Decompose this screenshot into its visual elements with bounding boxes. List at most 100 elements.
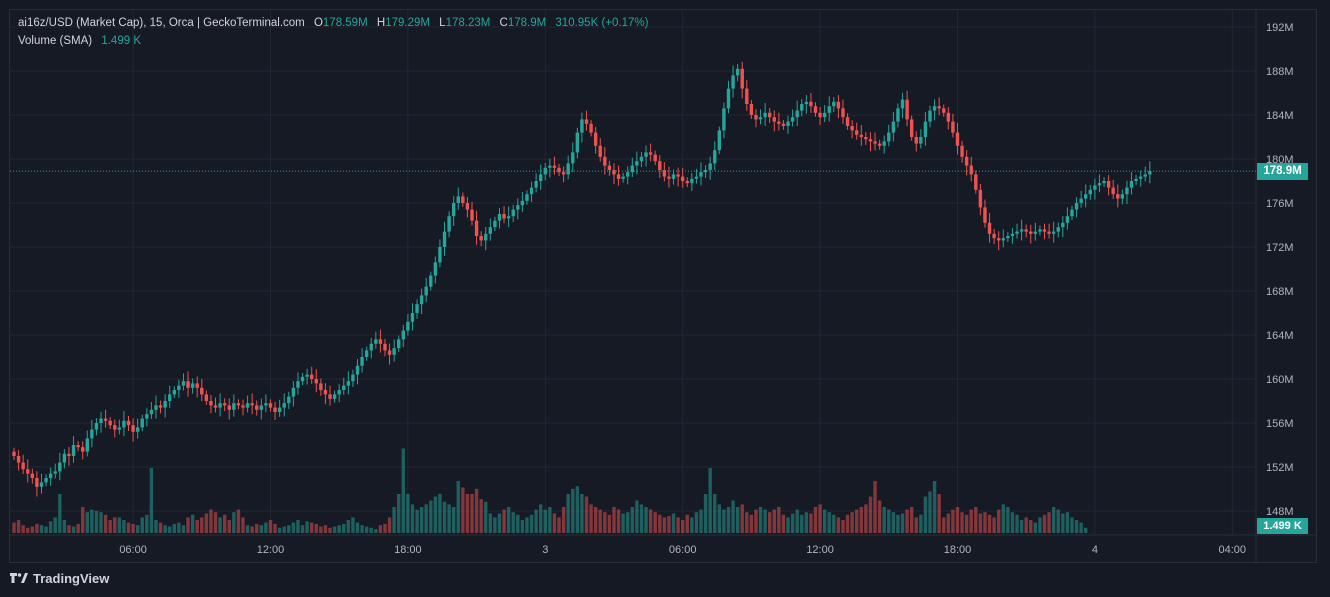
volume-bar — [351, 517, 355, 533]
volume-bar — [964, 514, 969, 533]
candle-body — [946, 112, 951, 122]
volume-bar — [433, 496, 438, 533]
volume-bar — [163, 525, 167, 533]
candle-body — [168, 394, 172, 401]
candle-body — [667, 176, 671, 179]
candle-body — [978, 189, 983, 208]
volume-bar — [227, 520, 231, 533]
y-tick-label: 156M — [1266, 418, 1294, 430]
volume-bar — [364, 526, 369, 533]
volume-bar — [543, 509, 547, 533]
volume-bar — [85, 512, 89, 533]
candle-body — [630, 165, 634, 173]
candle-body — [213, 405, 218, 408]
volume-bar — [222, 514, 227, 533]
volume-bar — [177, 522, 181, 533]
volume-bar — [754, 509, 758, 533]
volume-bar — [699, 509, 703, 533]
volume-bar — [552, 513, 557, 533]
candle-body — [557, 167, 561, 173]
volume-bar — [305, 521, 309, 533]
candle-body — [1042, 229, 1047, 232]
candle-body — [777, 121, 781, 124]
volume-bar — [772, 509, 776, 533]
chart-frame[interactable] — [9, 9, 1317, 563]
volume-bar — [319, 526, 323, 533]
volume-bar — [653, 512, 657, 533]
volume-bar — [456, 481, 460, 533]
candle-body — [1148, 171, 1152, 175]
candle-body — [291, 387, 296, 397]
volume-bar — [145, 514, 149, 533]
volume-bar — [758, 507, 763, 533]
open-key: O — [313, 17, 323, 29]
candle-body — [1051, 231, 1056, 234]
volume-bar — [461, 487, 465, 533]
candle-body — [735, 68, 740, 76]
candle-body — [76, 445, 80, 448]
candle-body — [355, 365, 360, 375]
volume-bar — [140, 517, 144, 533]
volume-bar — [117, 517, 122, 533]
volume-bar — [1061, 513, 1065, 533]
candle-body — [800, 104, 804, 111]
volume-bar — [511, 512, 515, 533]
volume-bar — [323, 525, 328, 533]
tradingview-logo[interactable]: TradingView — [10, 571, 109, 586]
candle-body — [190, 383, 195, 388]
candle-body — [135, 427, 140, 432]
volume-bar — [21, 525, 25, 533]
volume-bar — [644, 507, 648, 533]
volume-bar — [1084, 527, 1088, 533]
volume-bar — [923, 496, 928, 533]
candle-body — [607, 165, 612, 170]
close-key: C — [499, 17, 508, 29]
candle-body — [997, 238, 1001, 241]
volume-bar — [868, 496, 873, 533]
volume-bar — [451, 507, 456, 533]
candle-body — [35, 478, 39, 487]
volume-bar — [685, 514, 689, 533]
candle-body — [62, 453, 67, 463]
volume-bar — [397, 494, 401, 533]
candle-body — [1033, 231, 1038, 234]
volume-bar — [12, 522, 16, 533]
candle-body — [790, 117, 795, 122]
candle-body — [1065, 216, 1070, 223]
candle-body — [497, 214, 502, 221]
candle-body — [21, 462, 25, 470]
volume-bar — [81, 507, 85, 533]
candle-body — [1088, 189, 1092, 195]
x-tick-label: 3 — [542, 544, 548, 556]
candle-body — [154, 405, 158, 410]
candle-body — [26, 469, 30, 474]
volume-bar — [795, 509, 799, 533]
volume-bar — [726, 507, 731, 533]
volume-bar — [598, 509, 602, 533]
candle-body — [200, 387, 204, 395]
candle-body — [690, 178, 694, 184]
volume-bar — [1010, 512, 1015, 533]
candle-body — [16, 456, 21, 463]
candle-body — [639, 156, 644, 162]
candle-body — [332, 394, 337, 399]
candle-body — [479, 236, 483, 241]
candle-body — [511, 209, 515, 217]
volume-bar — [942, 517, 946, 533]
volume-bar — [658, 514, 662, 533]
candle-body — [461, 196, 465, 203]
volume-bar — [777, 507, 781, 533]
candle-body — [506, 216, 511, 219]
volume-bar — [786, 517, 790, 533]
volume-bar — [44, 526, 48, 533]
candle-body — [1024, 229, 1028, 232]
candle-body — [1084, 194, 1088, 199]
volume-bar — [154, 520, 158, 533]
x-tick-label: 4 — [1092, 544, 1098, 556]
candle-body — [397, 339, 401, 349]
candle-body — [181, 381, 186, 386]
volume-bar — [493, 517, 497, 533]
candle-body — [877, 143, 882, 146]
candle-body — [456, 196, 460, 203]
